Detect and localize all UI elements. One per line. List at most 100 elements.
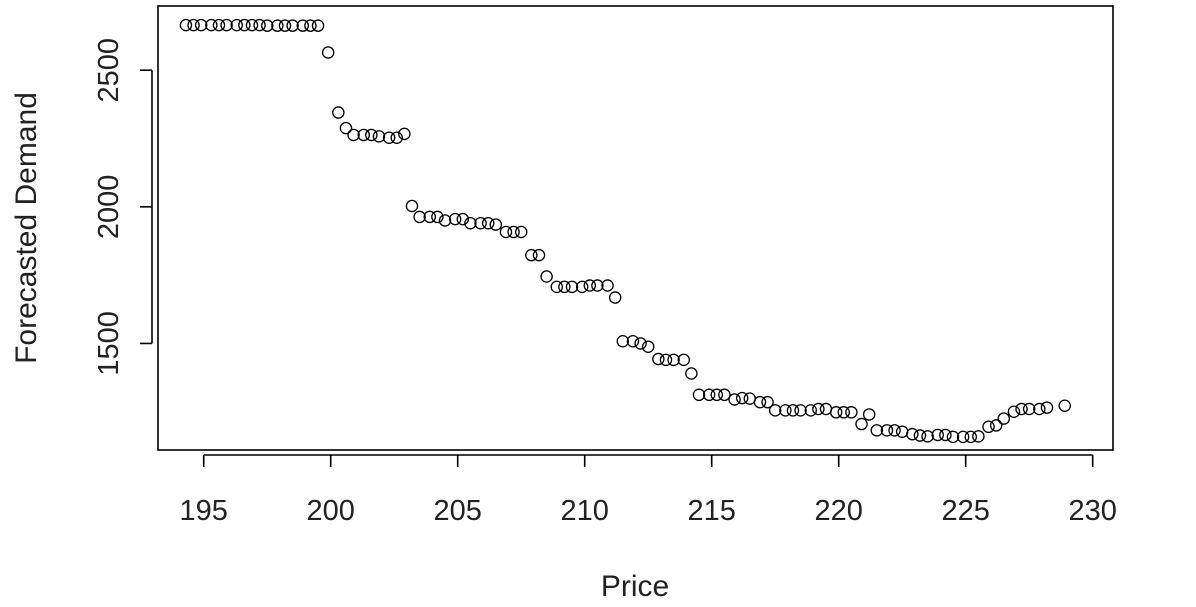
- data-point: [982, 420, 995, 434]
- data-point: [558, 280, 571, 294]
- data-point: [608, 291, 622, 304]
- data-point: [626, 335, 640, 348]
- data-point: [540, 270, 553, 283]
- data-point: [507, 225, 520, 239]
- data-point: [339, 121, 353, 135]
- data-point: [870, 424, 884, 437]
- data-point: [332, 106, 345, 119]
- data-point: [489, 218, 503, 231]
- data-point: [431, 210, 444, 224]
- data-point: [253, 18, 266, 32]
- data-point: [931, 428, 944, 442]
- data-point: [946, 430, 960, 444]
- data-point: [212, 18, 226, 32]
- data-point: [448, 212, 462, 226]
- data-point: [634, 337, 647, 350]
- data-point: [888, 424, 901, 437]
- data-point: [761, 395, 774, 409]
- data-point: [220, 18, 233, 32]
- data-point: [1007, 405, 1021, 418]
- x-tick-label: 205: [434, 495, 482, 527]
- data-point: [728, 393, 741, 406]
- data-point: [532, 248, 546, 262]
- data-point: [692, 388, 706, 402]
- data-point: [779, 404, 792, 417]
- data-point: [845, 406, 858, 419]
- data-point: [413, 210, 426, 224]
- data-point: [550, 280, 564, 294]
- data-point: [456, 212, 470, 226]
- data-point: [794, 404, 807, 417]
- data-point: [382, 131, 396, 144]
- data-point: [641, 340, 655, 353]
- data-point: [481, 216, 495, 230]
- data-points: [179, 18, 1071, 444]
- y-axis-label: Forecasted Demand: [10, 92, 43, 364]
- data-point: [372, 130, 386, 143]
- data-point: [829, 406, 843, 419]
- x-tick-label: 195: [180, 495, 228, 527]
- data-point: [921, 430, 934, 443]
- data-point: [390, 131, 403, 144]
- data-point: [311, 19, 325, 32]
- data-point: [405, 199, 419, 213]
- y-tick-label: 2000: [93, 175, 125, 240]
- data-point: [989, 419, 1003, 432]
- data-point: [710, 388, 724, 402]
- data-point: [855, 417, 868, 431]
- data-point: [702, 388, 716, 402]
- data-point: [753, 395, 767, 409]
- data-point: [956, 430, 970, 444]
- data-point: [812, 402, 825, 416]
- data-point: [304, 19, 317, 32]
- data-point: [238, 18, 251, 32]
- data-point: [880, 424, 894, 437]
- plot-frame: [157, 5, 1114, 451]
- data-point: [278, 19, 292, 32]
- x-axis-label: Price: [601, 570, 669, 602]
- data-point: [819, 402, 833, 416]
- data-point: [804, 404, 818, 417]
- x-tick-label: 230: [1068, 495, 1116, 527]
- data-point: [837, 406, 851, 419]
- y-tick-label: 2500: [93, 38, 125, 103]
- data-point: [357, 128, 370, 142]
- data-point: [964, 430, 978, 444]
- data-point: [1022, 402, 1036, 416]
- data-point: [601, 279, 614, 292]
- data-point: [862, 408, 876, 421]
- data-point: [438, 214, 452, 227]
- data-point: [423, 210, 437, 224]
- data-point: [997, 412, 1011, 425]
- data-point: [583, 279, 597, 292]
- data-point: [1058, 399, 1071, 412]
- data-point: [187, 18, 200, 32]
- data-point: [906, 427, 919, 441]
- data-point: [194, 18, 208, 32]
- x-tick-label: 200: [307, 495, 355, 527]
- data-point: [565, 280, 579, 294]
- data-point: [1040, 401, 1054, 414]
- x-tick-label: 210: [561, 495, 609, 527]
- data-point: [464, 216, 477, 230]
- data-point: [659, 353, 673, 367]
- data-point: [296, 19, 310, 32]
- data-point: [895, 425, 909, 438]
- data-point: [768, 404, 782, 417]
- y-axis: 1500 2000 2500: [93, 38, 153, 376]
- data-point: [786, 404, 800, 417]
- x-tick-label: 215: [688, 495, 736, 527]
- data-point: [743, 392, 757, 405]
- data-point: [616, 335, 630, 348]
- x-tick-label: 220: [814, 495, 862, 527]
- data-point: [652, 352, 665, 366]
- data-point: [913, 429, 927, 442]
- x-axis: 195 200 205 210 215 220 225 230: [180, 454, 1117, 527]
- data-point: [514, 225, 528, 239]
- data-point: [667, 353, 680, 367]
- data-point: [591, 279, 604, 292]
- data-point: [230, 18, 243, 32]
- data-point: [1015, 402, 1028, 416]
